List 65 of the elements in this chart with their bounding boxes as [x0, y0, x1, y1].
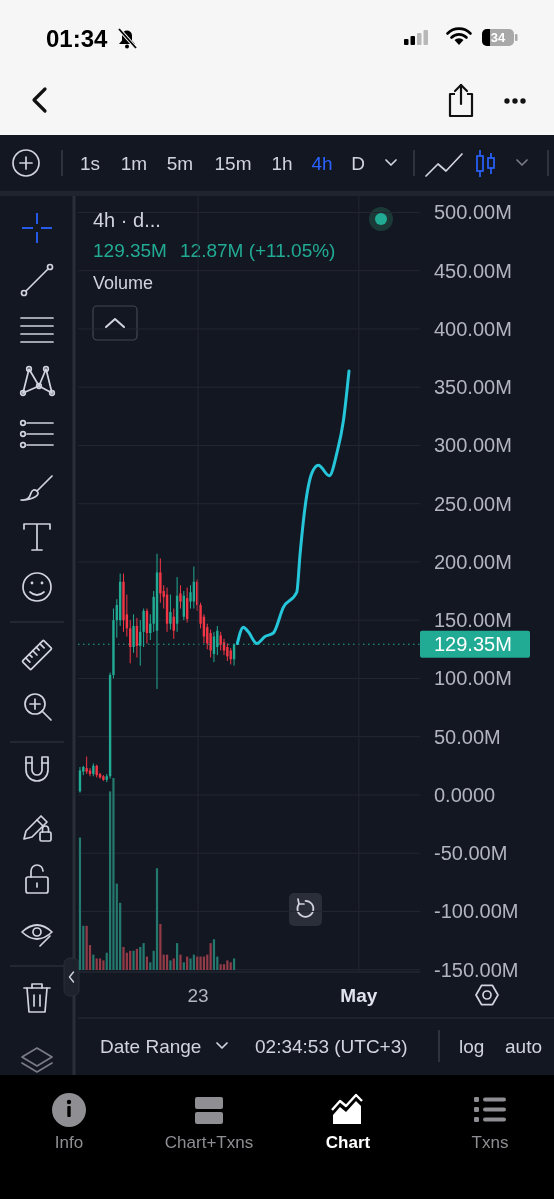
y-tick-label: 150.00M — [434, 609, 512, 632]
bar — [139, 946, 142, 970]
y-tick-label: 500.00M — [434, 201, 512, 224]
bar — [122, 946, 125, 970]
bar — [142, 943, 145, 970]
text: 15m — [214, 153, 252, 174]
y-tick-label: 450.00M — [434, 259, 512, 282]
annotation: 129.35M — [93, 240, 167, 261]
y-tick-label: -50.00M — [434, 842, 508, 865]
y-tick-label: 50.00M — [434, 725, 501, 748]
text: auto — [505, 1036, 542, 1057]
text: 01:34 — [46, 25, 109, 52]
y-tick-label: -100.00M — [434, 900, 519, 923]
candlestick — [179, 584, 182, 610]
text: 5m — [166, 153, 194, 174]
bar — [112, 778, 115, 970]
bar — [219, 964, 222, 970]
bar — [98, 958, 102, 970]
text: Chart+Txns — [164, 1133, 254, 1152]
candlestick — [169, 594, 172, 631]
bar — [149, 962, 152, 970]
bar — [209, 943, 212, 970]
bar — [78, 837, 82, 970]
bar — [222, 964, 226, 970]
y-tick-label: 350.00M — [434, 376, 512, 399]
bar — [179, 954, 182, 970]
y-tick-label: 200.00M — [434, 550, 512, 573]
y-tick-label: -150.00M — [434, 958, 519, 981]
text: 34 — [490, 30, 506, 45]
bar — [102, 960, 105, 970]
candlestick — [189, 584, 192, 610]
bar — [232, 958, 236, 970]
bar — [226, 960, 229, 970]
text: 1h — [271, 153, 293, 174]
text: D — [351, 153, 365, 174]
chart-title: Volume — [93, 273, 154, 293]
bar — [159, 923, 162, 970]
candlestick — [219, 631, 222, 651]
ref-line-label: 129.35M — [434, 633, 512, 656]
y-tick-label: 400.00M — [434, 317, 512, 340]
annotation: 12.87M (+11.05%) — [180, 240, 336, 261]
text: 02:34:53 (UTC+3) — [255, 1036, 408, 1057]
candlestick — [88, 767, 92, 777]
bar — [176, 943, 179, 970]
text: Date Range — [100, 1036, 202, 1057]
y-tick-label: 250.00M — [434, 492, 512, 515]
text: Txns — [471, 1133, 509, 1152]
bar — [229, 962, 232, 970]
y-tick-label: 0.0000 — [434, 783, 496, 806]
x-tick-label: 23 — [187, 985, 209, 1006]
bar — [155, 868, 159, 970]
text: 1s — [79, 153, 101, 174]
y-tick-label: 300.00M — [434, 434, 512, 457]
text: 4h — [311, 153, 333, 174]
text: 4h · d... — [93, 209, 161, 231]
bar — [95, 958, 98, 970]
text: 1m — [120, 153, 148, 174]
text: Chart — [325, 1133, 371, 1152]
bar — [212, 939, 216, 970]
text: Info — [54, 1133, 84, 1152]
bar — [135, 948, 139, 970]
bar — [182, 962, 185, 970]
x-tick-label: May — [340, 985, 378, 1006]
text: log — [459, 1036, 485, 1057]
y-tick-label: 100.00M — [434, 667, 512, 690]
